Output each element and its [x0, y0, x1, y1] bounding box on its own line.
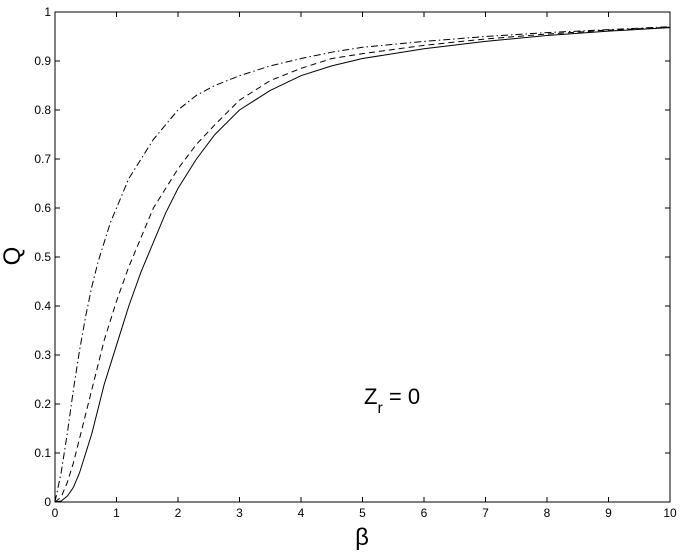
x-tick-label: 3	[236, 506, 243, 520]
x-tick-label: 5	[359, 506, 366, 520]
y-tick-label: 0.4	[34, 299, 51, 313]
y-tick-label: 0.5	[34, 250, 51, 264]
y-tick-label: 0.2	[34, 397, 51, 411]
annotation-rest: = 0	[383, 384, 420, 409]
x-tick-label: 0	[52, 506, 59, 520]
x-tick-label: 6	[421, 506, 428, 520]
x-tick-label: 9	[605, 506, 612, 520]
annotation-subscript: r	[377, 400, 383, 417]
x-tick-label: 7	[482, 506, 489, 520]
y-tick-label: 0.8	[34, 103, 51, 117]
y-tick-label: 0.1	[34, 446, 51, 460]
y-tick-label: 0	[44, 495, 51, 509]
y-tick-label: 0.7	[34, 152, 51, 166]
series-layer	[54, 26, 671, 503]
series-line-dashed	[54, 26, 671, 503]
x-tick-label: 2	[175, 506, 182, 520]
x-tick-label: 10	[663, 506, 677, 520]
y-tick-label: 0.3	[34, 348, 51, 362]
tick-layer: 0 1 2 3 4 5 6 7 8 9 10 0 0.1 0.2 0.3 0.4 0.5 0.6 0.7 0.8 0.9…	[34, 5, 677, 520]
x-axis-label: β	[355, 524, 369, 550]
y-axis-label: Q	[0, 247, 26, 266]
x-tick-label: 1	[113, 506, 120, 520]
series-line-solid	[54, 27, 671, 503]
annotation-main: Z	[364, 384, 377, 409]
x-tick-label: 4	[298, 506, 305, 520]
y-tick-label: 1	[44, 5, 51, 19]
x-tick-label: 8	[544, 506, 551, 520]
y-tick-label: 0.6	[34, 201, 51, 215]
y-tick-label: 0.9	[34, 54, 51, 68]
zr-annotation: Zr = 0	[364, 384, 420, 417]
